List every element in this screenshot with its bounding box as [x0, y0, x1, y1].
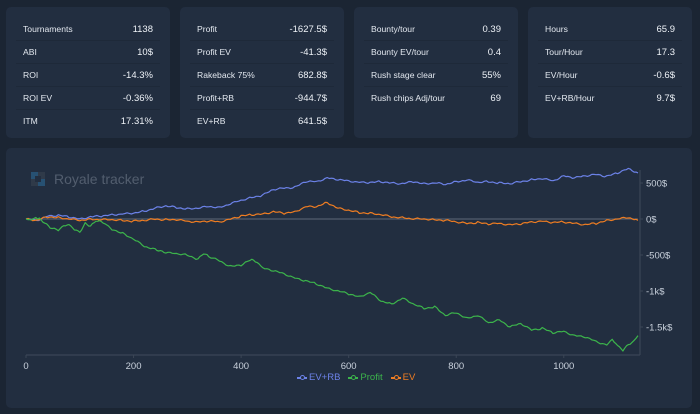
stat-row-bounty-ev-tour: Bounty EV/tour 0.4	[364, 41, 508, 64]
stat-row-roi-ev: ROI EV -0.36%	[16, 87, 160, 110]
y-tick-label: 0$	[646, 215, 657, 226]
stat-row-rakeback: Rakeback 75% 682.8$	[190, 64, 334, 87]
stat-label: Rush chips Adj/tour	[371, 93, 446, 103]
y-tick-label: -500$	[646, 251, 671, 262]
legend-item-profit[interactable]: Profit	[348, 372, 383, 383]
stat-label: ROI EV	[23, 93, 53, 103]
stat-row-profit-rb: Profit+RB -944.7$	[190, 87, 334, 110]
stat-row-profit-ev: Profit EV -41.3$	[190, 41, 334, 64]
legend-item-ev[interactable]: EV	[390, 372, 416, 383]
stat-value: 1138	[132, 23, 153, 35]
stat-label: ITM	[23, 116, 38, 126]
stat-label: Tournaments	[23, 24, 73, 34]
x-tick-label: 400	[233, 361, 249, 372]
stat-value: -14.3%	[122, 69, 153, 81]
x-tick-label: 1000	[553, 361, 574, 372]
stat-row-tournaments: Tournaments 1138	[16, 18, 160, 41]
stat-label: ABI	[23, 47, 37, 57]
stat-value: -944.7$	[294, 92, 327, 104]
stat-value: 641.5$	[297, 115, 327, 127]
stat-label: Rakeback 75%	[197, 70, 255, 80]
stat-label: Profit EV	[197, 47, 231, 57]
stats-card-hours: Hours 65.9 Tour/Hour 17.3 EV/Hour -0.6$ EV+…	[528, 7, 692, 138]
legend-marker-icon	[297, 374, 307, 381]
chart-panel	[6, 148, 692, 408]
stat-label: Bounty/tour	[371, 24, 415, 34]
stat-label: Profit	[197, 24, 218, 34]
stat-value: -0.36%	[122, 92, 153, 104]
legend-marker-icon	[390, 374, 401, 381]
stat-row-ev-rb: EV+RB 641.5$	[190, 110, 334, 132]
stats-card-general: Tournaments 1138 ABI 10$ ROI -14.3% ROI EV -…	[6, 7, 170, 138]
stat-label: EV+RB/Hour	[545, 93, 595, 103]
stat-value: -1627.5$	[289, 23, 327, 35]
stat-row-rush-chips: Rush chips Adj/tour 69	[364, 87, 508, 109]
stat-row-hours: Hours 65.9	[538, 18, 682, 41]
stat-value: 69	[490, 92, 501, 104]
stat-value: 682.8$	[297, 69, 327, 81]
stat-value: 17.3	[656, 46, 676, 58]
watermark-text: Royale tracker	[54, 171, 145, 187]
y-tick-label: 500$	[646, 179, 668, 190]
stat-value: 0.39	[482, 23, 502, 35]
legend-label: Profit	[360, 372, 383, 383]
stat-label: Rush stage clear	[371, 70, 436, 80]
stats-card-profit: Profit -1627.5$ Profit EV -41.3$ Rakeback …	[180, 7, 344, 138]
stat-value: -41.3$	[300, 46, 327, 58]
stat-label: Tour/Hour	[545, 47, 583, 57]
stat-label: EV+RB	[197, 116, 226, 126]
stat-label: EV/Hour	[545, 70, 578, 80]
stat-row-roi: ROI -14.3%	[16, 64, 160, 87]
stat-row-tour-hour: Tour/Hour 17.3	[538, 41, 682, 64]
x-tick-label: 0	[23, 361, 28, 372]
stat-value: -0.6$	[653, 69, 675, 81]
x-tick-label: 800	[448, 361, 464, 372]
series-line-ev	[25, 201, 639, 226]
series-line-profit	[25, 216, 639, 352]
stat-value: 9.7$	[656, 92, 676, 104]
y-tick-label: -1k$	[646, 287, 665, 298]
series-line-ev-rb	[25, 167, 639, 222]
stat-row-profit: Profit -1627.5$	[190, 18, 334, 41]
y-tick-label: -1.5k$	[646, 323, 673, 334]
stat-value: 55%	[481, 69, 501, 81]
stat-row-rush-stage-clear: Rush stage clear 55%	[364, 64, 508, 87]
stat-row-ev-rb-hour: EV+RB/Hour 9.7$	[538, 87, 682, 109]
stat-label: ROI	[23, 70, 39, 80]
watermark: Royale tracker	[29, 170, 144, 188]
stat-label: Bounty EV/tour	[371, 47, 429, 57]
stat-row-abi: ABI 10$	[16, 41, 160, 64]
royale-logo-icon	[31, 172, 45, 186]
stats-card-bounty: Bounty/tour 0.39 Bounty EV/tour 0.4 Rush s…	[354, 7, 518, 138]
stat-value: 17.31%	[120, 115, 153, 127]
x-tick-label: 600	[341, 361, 357, 372]
stat-row-ev-hour: EV/Hour -0.6$	[538, 64, 682, 87]
stat-value: 0.4	[487, 46, 501, 58]
stat-row-bounty-tour: Bounty/tour 0.39	[364, 18, 508, 41]
stat-row-itm: ITM 17.31%	[16, 110, 160, 132]
legend-label: EV+RB	[309, 372, 341, 383]
x-tick-label: 200	[126, 361, 142, 372]
stat-label: Hours	[545, 24, 568, 34]
stat-label: Profit+RB	[197, 93, 235, 103]
legend-label: EV	[402, 372, 416, 383]
stat-value: 10$	[137, 46, 153, 58]
chart-legend: EV+RB Profit EV	[297, 372, 415, 383]
legend-item-ev-rb[interactable]: EV+RB	[297, 372, 340, 383]
legend-marker-icon	[348, 374, 359, 381]
stat-value: 65.9	[656, 23, 676, 35]
